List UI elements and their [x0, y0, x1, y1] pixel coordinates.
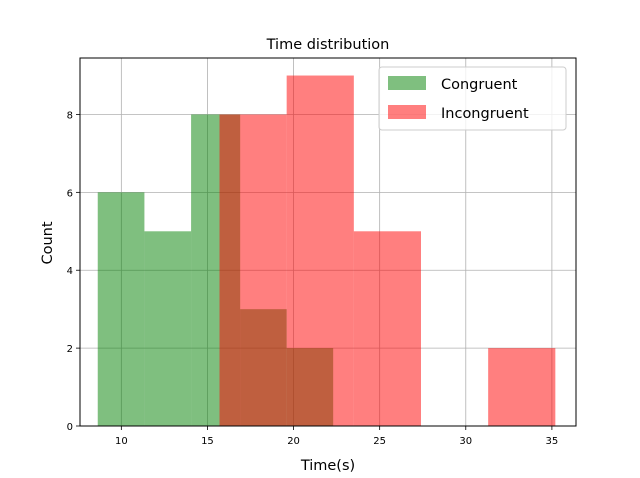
legend-label-incongruent: Incongruent: [441, 106, 529, 122]
x-axis-label: Time(s): [300, 458, 355, 474]
y-axis-label: Count: [40, 221, 56, 264]
y-tick-label: 8: [67, 110, 73, 121]
x-tick-label: 25: [373, 436, 386, 447]
bar-incongruent: [219, 114, 287, 426]
y-tick-label: 6: [67, 188, 73, 199]
plot-frame: [79, 57, 577, 427]
bar-incongruent: [488, 348, 556, 426]
chart-title: Time distribution: [266, 37, 390, 53]
y-tick-label: 2: [67, 344, 73, 355]
legend: Congruent Incongruent: [378, 66, 567, 131]
x-tick-label: 30: [459, 436, 472, 447]
legend-swatch-congruent: [388, 76, 426, 90]
bar-congruent: [191, 114, 220, 426]
y-tick-label: 4: [67, 266, 73, 277]
ticks: 10 15 20 25 30 35 0 2 4 6 8: [67, 110, 559, 447]
legend-swatch-incongruent: [388, 105, 426, 119]
bar-congruent: [97, 192, 145, 426]
y-tick-label: 0: [67, 422, 73, 433]
x-tick-label: 35: [546, 436, 559, 447]
x-tick-label: 10: [115, 436, 128, 447]
bars: [97, 75, 556, 427]
bar-incongruent: [286, 75, 354, 427]
x-tick-label: 15: [201, 436, 214, 447]
x-tick-label: 20: [287, 436, 300, 447]
legend-label-congruent: Congruent: [441, 77, 518, 93]
bar-incongruent: [353, 231, 421, 426]
bar-congruent: [144, 231, 192, 426]
